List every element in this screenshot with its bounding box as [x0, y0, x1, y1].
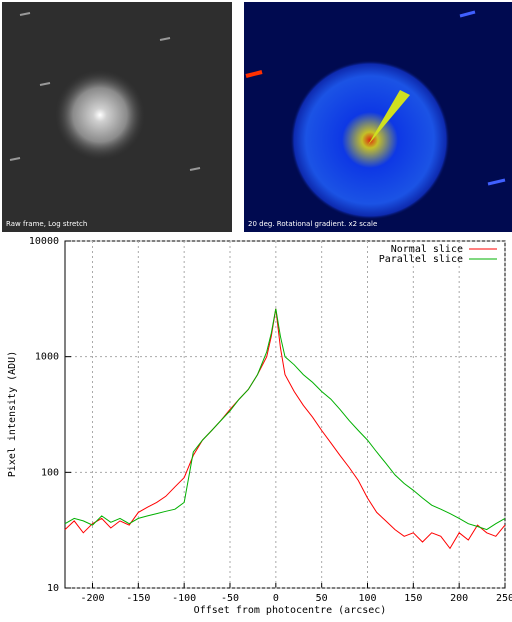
processed-image: 20 deg. Rotational gradient. x2 scale	[244, 2, 512, 232]
raw-image: Raw frame, Log stretch	[2, 2, 232, 232]
y-tick-label: 1000	[35, 352, 59, 363]
series-line	[64, 308, 506, 531]
y-tick-label: 10000	[29, 236, 59, 247]
y-axis-label: Pixel intensity (ADU)	[7, 351, 18, 477]
x-axis-label: Offset from photocentre (arcsec)	[194, 605, 387, 616]
y-tick-label: 10	[47, 583, 59, 594]
y-tick-label: 100	[41, 467, 59, 478]
x-tick-label: -200	[80, 593, 104, 604]
image-caption: Raw frame, Log stretch	[6, 220, 87, 228]
x-tick-label: 50	[316, 593, 328, 604]
x-tick-label: -150	[126, 593, 150, 604]
x-tick-label: 100	[358, 593, 376, 604]
x-tick-label: -100	[172, 593, 196, 604]
x-tick-label: 200	[450, 593, 468, 604]
x-tick-label: 150	[404, 593, 422, 604]
legend-label: Normal slice	[391, 244, 463, 255]
x-tick-label: -50	[221, 593, 239, 604]
image-caption: 20 deg. Rotational gradient. x2 scale	[248, 220, 377, 228]
legend-label: Parallel slice	[379, 254, 463, 265]
x-tick-label: 250	[496, 593, 512, 604]
x-tick-label: 0	[273, 593, 279, 604]
series-line	[64, 308, 506, 550]
